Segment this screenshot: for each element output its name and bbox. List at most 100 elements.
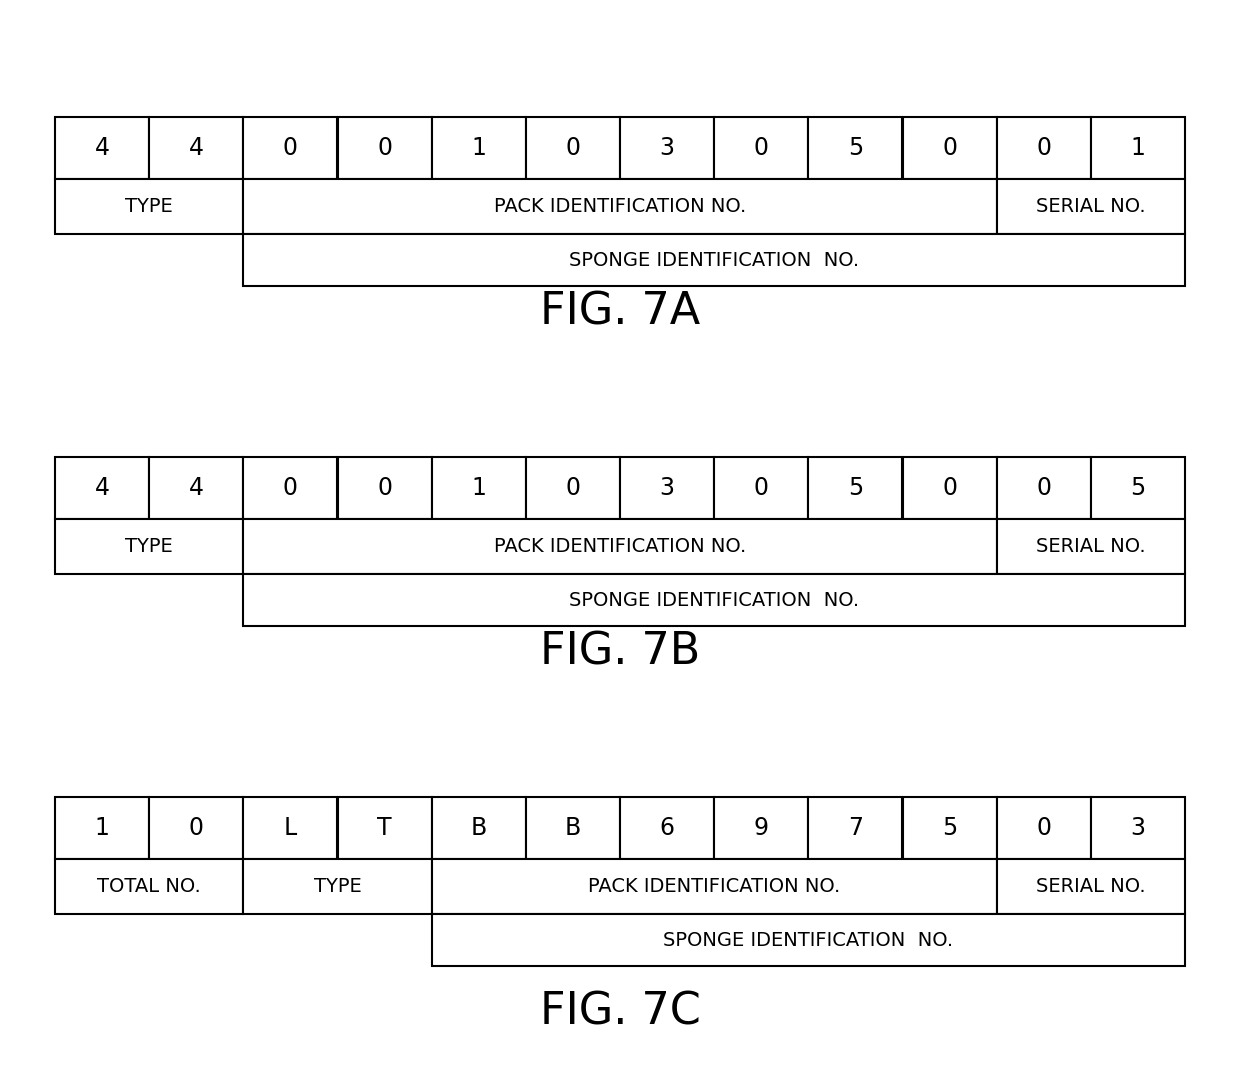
Text: 7: 7 [848,816,863,840]
Bar [1091,457,1185,519]
Text: B: B [471,816,487,840]
Text: 0: 0 [377,476,392,500]
Text: 0: 0 [942,136,957,160]
Text: 0: 0 [1037,136,1052,160]
Text: SERIAL NO.: SERIAL NO. [1037,197,1146,216]
Text: FIG. 7A: FIG. 7A [539,290,701,334]
Text: 5: 5 [848,136,863,160]
Bar [432,797,526,859]
Text: 9: 9 [754,816,769,840]
Text: 4: 4 [94,136,109,160]
Text: 0: 0 [283,476,298,500]
Bar [337,117,432,179]
Bar [808,457,903,519]
Bar [149,797,243,859]
Bar [243,234,1185,286]
Bar [620,797,714,859]
Bar [808,117,903,179]
Text: B: B [564,816,582,840]
Bar [432,457,526,519]
Text: 1: 1 [471,136,486,160]
Bar [997,519,1185,574]
Bar [714,797,808,859]
Text: FIG. 7B: FIG. 7B [539,631,701,673]
Text: 1: 1 [471,476,486,500]
Text: TYPE: TYPE [125,537,174,556]
Text: 6: 6 [660,816,675,840]
Bar [808,797,903,859]
Text: 4: 4 [188,476,203,500]
Bar [1091,797,1185,859]
Text: 0: 0 [1037,816,1052,840]
Bar [149,457,243,519]
Bar [243,179,997,234]
Text: 4: 4 [188,136,203,160]
Text: 3: 3 [660,476,675,500]
Bar [620,457,714,519]
Text: 5: 5 [942,816,957,840]
Bar [243,519,997,574]
Bar [243,797,337,859]
Text: 5: 5 [1131,476,1146,500]
Text: 1: 1 [1131,136,1146,160]
Bar [526,797,620,859]
Text: 0: 0 [377,136,392,160]
Text: 3: 3 [660,136,675,160]
Bar [55,117,149,179]
Text: SPONGE IDENTIFICATION  NO.: SPONGE IDENTIFICATION NO. [569,590,859,609]
Bar [714,457,808,519]
Text: 0: 0 [754,136,769,160]
Text: 0: 0 [283,136,298,160]
Text: 5: 5 [848,476,863,500]
Bar [55,859,243,914]
Text: 0: 0 [754,476,769,500]
Bar [432,117,526,179]
Text: PACK IDENTIFICATION NO.: PACK IDENTIFICATION NO. [494,197,746,216]
Bar [714,117,808,179]
Bar [55,519,243,574]
Bar [620,117,714,179]
Text: 0: 0 [188,816,203,840]
Bar [903,117,997,179]
Bar [997,117,1091,179]
Text: SPONGE IDENTIFICATION  NO.: SPONGE IDENTIFICATION NO. [663,930,954,950]
Text: SERIAL NO.: SERIAL NO. [1037,877,1146,896]
Text: SERIAL NO.: SERIAL NO. [1037,537,1146,556]
Text: 0: 0 [942,476,957,500]
Bar [432,859,997,914]
Bar [997,859,1185,914]
Bar [243,117,337,179]
Bar [903,457,997,519]
Bar [337,797,432,859]
Bar [997,179,1185,234]
Text: PACK IDENTIFICATION NO.: PACK IDENTIFICATION NO. [494,537,746,556]
Text: FIG. 7C: FIG. 7C [539,990,701,1034]
Text: 4: 4 [94,476,109,500]
Bar [55,179,243,234]
Text: 3: 3 [1131,816,1146,840]
Text: TOTAL NO.: TOTAL NO. [97,877,201,896]
Bar [526,457,620,519]
Text: PACK IDENTIFICATION NO.: PACK IDENTIFICATION NO. [588,877,841,896]
Bar [243,574,1185,626]
Text: 0: 0 [565,476,580,500]
Bar [903,797,997,859]
Bar [243,859,432,914]
Text: 1: 1 [94,816,109,840]
Bar [997,457,1091,519]
Text: 0: 0 [565,136,580,160]
Text: L: L [284,816,298,840]
Bar [243,457,337,519]
Bar [55,457,149,519]
Bar [526,117,620,179]
Text: TYPE: TYPE [125,197,174,216]
Bar [55,797,149,859]
Text: SPONGE IDENTIFICATION  NO.: SPONGE IDENTIFICATION NO. [569,251,859,270]
Text: 0: 0 [1037,476,1052,500]
Text: T: T [377,816,392,840]
Bar [432,914,1185,966]
Bar [337,457,432,519]
Text: TYPE: TYPE [314,877,361,896]
Bar [149,117,243,179]
Bar [1091,117,1185,179]
